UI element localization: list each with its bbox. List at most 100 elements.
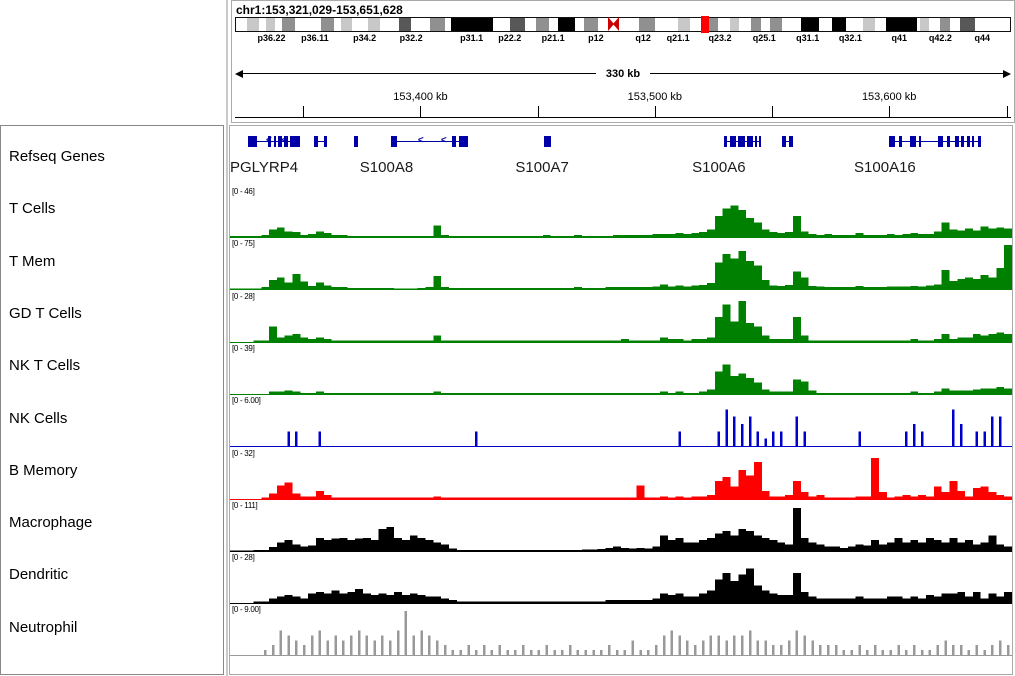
cytoband-label: q31.1 (796, 33, 820, 43)
gene-intron-line (314, 141, 327, 142)
gene-exon (898, 136, 902, 147)
gene-exon (758, 136, 761, 147)
coverage-track-b-memory[interactable]: [0 - 32] (230, 448, 1012, 500)
cytoband-label: p36.22 (257, 33, 286, 43)
coverage-track-nk-cells[interactable]: [0 - 6.00] (230, 395, 1012, 448)
gene-exon (729, 136, 736, 147)
cytoband-band (398, 18, 411, 31)
gene-exon (746, 136, 754, 147)
view-position-marker[interactable] (701, 16, 710, 33)
cytoband-band (536, 18, 550, 31)
gene-name-label[interactable]: S100A6 (692, 159, 746, 176)
chromosome-ideogram[interactable] (235, 16, 1011, 33)
ruler-tick-label: 153,500 kb (627, 91, 683, 103)
ruler-tick (654, 106, 656, 117)
track-name-label[interactable]: NK Cells (9, 409, 68, 427)
cytoband-band (729, 18, 740, 31)
coverage-histogram (230, 300, 1012, 343)
cytoband-band (282, 18, 295, 31)
cytoband-band (801, 18, 819, 31)
track-name-label[interactable]: T Mem (9, 252, 56, 270)
coverage-track-nk-t-cells[interactable]: [0 - 39] (230, 343, 1012, 395)
data-range-label: [0 - 9.00] (232, 605, 261, 615)
gene-exon (938, 136, 944, 147)
cytoband-band (831, 18, 846, 31)
coverage-track-dendritic[interactable]: [0 - 28] (230, 552, 1012, 605)
cytoband-band (739, 18, 751, 31)
gene-exon (967, 136, 970, 147)
cytoband-band (677, 18, 690, 31)
gene-name-label[interactable]: S100A8 (359, 159, 414, 176)
span-arrow-left-icon (235, 69, 243, 78)
cytoband-band (492, 18, 510, 31)
ruler-tick (1007, 106, 1009, 117)
cytoband-band (410, 18, 430, 31)
ruler-tick-label: 153,400 kb (393, 91, 448, 103)
cytoband-label: p21.1 (541, 33, 565, 43)
cytoband-band (920, 18, 929, 31)
coverage-histogram (230, 457, 1012, 500)
data-tracks-panel: < < PGLYRP4 < < S100A8 S100A7 S100A6 S100A16 [0 … (229, 125, 1013, 675)
track-name-label[interactable]: T Cells (9, 200, 56, 218)
coverage-track-gd-t-cells[interactable]: [0 - 28] (230, 291, 1012, 343)
gene-exon (947, 136, 951, 147)
cytoband-label: p12 (588, 33, 604, 43)
locus-header-panel: chr1:153,321,029-153,651,628 p36.22 p36.1… (231, 0, 1015, 123)
data-range-label: [0 - 75] (232, 239, 255, 249)
data-range-label: [0 - 46] (232, 187, 255, 196)
track-name-label[interactable]: B Memory (9, 461, 78, 479)
cytoband-label: q12 (635, 33, 651, 43)
ruler-tick (771, 106, 773, 117)
cytoband-label: q44 (974, 33, 991, 43)
span-line-left (243, 73, 596, 74)
gene-exon (754, 136, 758, 147)
data-range-label: [0 - 6.00] (232, 396, 261, 406)
strand-arrow-icon: < (417, 135, 424, 146)
cytoband-band (654, 18, 678, 31)
gene-exon (782, 136, 786, 147)
track-name-label[interactable]: NK T Cells (9, 357, 81, 375)
cytoband-band (333, 18, 342, 31)
track-name-label[interactable]: Neutrophil (9, 618, 78, 636)
cytoband-band (429, 18, 445, 31)
coverage-track-t-mem[interactable]: [0 - 75] (230, 238, 1012, 291)
cytoband-band (246, 18, 260, 31)
track-name-label[interactable]: GD T Cells (9, 304, 82, 322)
track-name-label[interactable]: Refseq Genes (9, 148, 105, 165)
gene-exon (961, 136, 964, 147)
coverage-track-t-cells[interactable]: [0 - 46] (230, 186, 1012, 238)
gene-name-label[interactable]: S100A16 (854, 159, 916, 176)
span-label: 330 kb (605, 67, 641, 80)
cytoband-labels-row: p36.22 p36.11 p34.2 p32.2 p31.1 p22.2 p21.1 p12… (235, 33, 1011, 45)
locus-label: chr1:153,321,029-153,651,628 (236, 3, 403, 17)
cytoband-band (367, 18, 380, 31)
gene-exon (247, 136, 257, 147)
cytoband-band (524, 18, 537, 31)
data-range-label: [0 - 28] (232, 291, 255, 301)
coverage-track-neutrophil[interactable]: [0 - 9.00] (230, 604, 1012, 657)
cytoband-band (639, 18, 655, 31)
gene-name-label[interactable]: S100A7 (515, 159, 569, 176)
ruler-ticks[interactable] (235, 106, 1011, 117)
gene-exon (273, 136, 277, 147)
ruler-tick-labels: 153,400 kb 153,500 kb 153,600 kb (235, 91, 1011, 103)
gene-exon (452, 136, 456, 147)
ruler-tick-label: 153,600 kb (861, 91, 917, 103)
cytoband-band (352, 18, 368, 31)
cytoband-band (509, 18, 525, 31)
coverage-track-macrophage[interactable]: [0 - 111] (230, 500, 1012, 552)
gene-exon (391, 136, 398, 147)
panel-divider[interactable] (226, 0, 228, 676)
refseq-genes-track[interactable]: < < PGLYRP4 < < S100A8 S100A7 S100A6 S100A16 (230, 126, 1012, 186)
gene-exon (724, 136, 728, 147)
cytoband-band (928, 18, 941, 31)
gene-exon (353, 136, 359, 147)
gene-exon (889, 136, 895, 147)
gene-name-label[interactable]: PGLYRP4 (230, 159, 299, 176)
track-name-label[interactable]: Dendritic (9, 566, 69, 584)
centromere-icon (612, 17, 619, 31)
cytoband-label: p22.2 (498, 33, 522, 43)
track-name-label[interactable]: Macrophage (9, 514, 93, 532)
strand-arrow-icon: < (281, 135, 288, 146)
